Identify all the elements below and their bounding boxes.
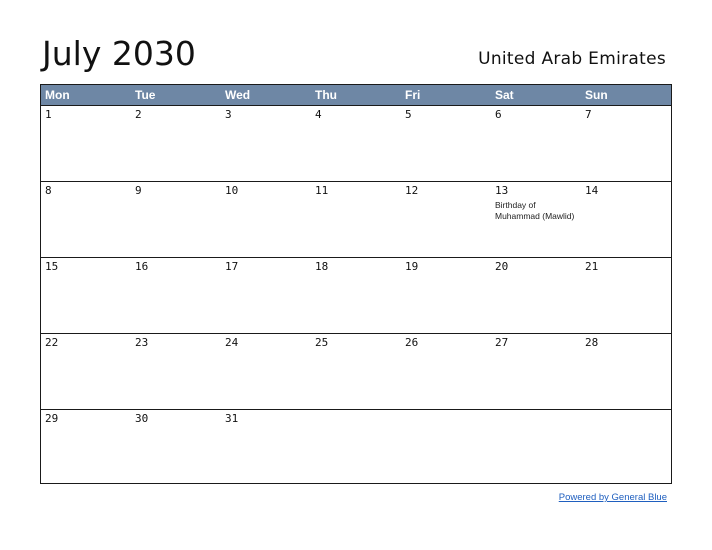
day-cell: 25 (311, 334, 401, 409)
day-number: 14 (585, 184, 599, 197)
day-cell: 7 (581, 106, 671, 181)
day-cell (401, 410, 491, 485)
day-cell: 18 (311, 258, 401, 333)
day-cell: 8 (41, 182, 131, 257)
day-number: 4 (315, 108, 322, 121)
day-number: 9 (135, 184, 142, 197)
day-cell: 26 (401, 334, 491, 409)
day-number: 3 (225, 108, 232, 121)
day-cell: 31 (221, 410, 311, 485)
day-number: 5 (405, 108, 412, 121)
day-number: 19 (405, 260, 419, 273)
day-cell: 9 (131, 182, 221, 257)
day-cell: 30 (131, 410, 221, 485)
day-cell: 15 (41, 258, 131, 333)
day-number: 21 (585, 260, 599, 273)
holiday-label: Birthday of Muhammad (Mawlid) (495, 200, 575, 221)
day-cell: 29 (41, 410, 131, 485)
day-number: 31 (225, 412, 239, 425)
day-number: 13 (495, 184, 509, 197)
day-cell: 22 (41, 334, 131, 409)
day-number: 1 (45, 108, 52, 121)
day-cell: 14 (581, 182, 671, 257)
weekday-tue: Tue (135, 88, 156, 102)
day-number: 22 (45, 336, 59, 349)
day-number: 28 (585, 336, 599, 349)
day-number: 6 (495, 108, 502, 121)
day-cell: 19 (401, 258, 491, 333)
day-cell: 1 (41, 106, 131, 181)
weekday-sun: Sun (585, 88, 608, 102)
day-cell: 24 (221, 334, 311, 409)
day-cell: 11 (311, 182, 401, 257)
day-number: 15 (45, 260, 59, 273)
country-label: United Arab Emirates (478, 49, 666, 69)
day-cell: 16 (131, 258, 221, 333)
powered-by-link[interactable]: Powered by General Blue (558, 492, 667, 503)
day-cell (311, 410, 401, 485)
weekday-mon: Mon (45, 88, 70, 102)
weekday-header: Mon Tue Wed Thu Fri Sat Sun (41, 85, 671, 105)
day-number: 10 (225, 184, 239, 197)
day-cell: 12 (401, 182, 491, 257)
day-number: 2 (135, 108, 142, 121)
day-number: 8 (45, 184, 52, 197)
day-cell: 20 (491, 258, 581, 333)
day-number: 18 (315, 260, 329, 273)
calendar-grid: Mon Tue Wed Thu Fri Sat Sun 1 2 3 4 5 6 7 8 9 10 11 12 13 B… (40, 84, 672, 484)
day-cell (491, 410, 581, 485)
day-number: 25 (315, 336, 329, 349)
day-number: 26 (405, 336, 419, 349)
weekday-sat: Sat (495, 88, 514, 102)
day-cell: 2 (131, 106, 221, 181)
day-number: 11 (315, 184, 329, 197)
day-cell: 6 (491, 106, 581, 181)
day-cell: 5 (401, 106, 491, 181)
day-number: 23 (135, 336, 149, 349)
day-cell: 13 Birthday of Muhammad (Mawlid) (491, 182, 581, 257)
day-number: 30 (135, 412, 149, 425)
weekday-wed: Wed (225, 88, 251, 102)
week-row: 29 30 31 (41, 409, 671, 485)
day-number: 17 (225, 260, 239, 273)
day-cell: 21 (581, 258, 671, 333)
day-cell: 28 (581, 334, 671, 409)
day-cell: 3 (221, 106, 311, 181)
day-number: 7 (585, 108, 592, 121)
day-cell (581, 410, 671, 485)
day-number: 12 (405, 184, 419, 197)
day-cell: 23 (131, 334, 221, 409)
day-number: 20 (495, 260, 509, 273)
weekday-fri: Fri (405, 88, 421, 102)
weekday-thu: Thu (315, 88, 337, 102)
day-cell: 10 (221, 182, 311, 257)
day-number: 27 (495, 336, 509, 349)
page-title: July 2030 (42, 34, 196, 73)
day-cell: 4 (311, 106, 401, 181)
week-row: 1 2 3 4 5 6 7 (41, 105, 671, 181)
week-row: 15 16 17 18 19 20 21 (41, 257, 671, 333)
week-row: 22 23 24 25 26 27 28 (41, 333, 671, 409)
day-number: 29 (45, 412, 59, 425)
day-number: 24 (225, 336, 239, 349)
day-cell: 27 (491, 334, 581, 409)
day-number: 16 (135, 260, 149, 273)
day-cell: 17 (221, 258, 311, 333)
week-row: 8 9 10 11 12 13 Birthday of Muhammad (Mawlid) 1… (41, 181, 671, 257)
